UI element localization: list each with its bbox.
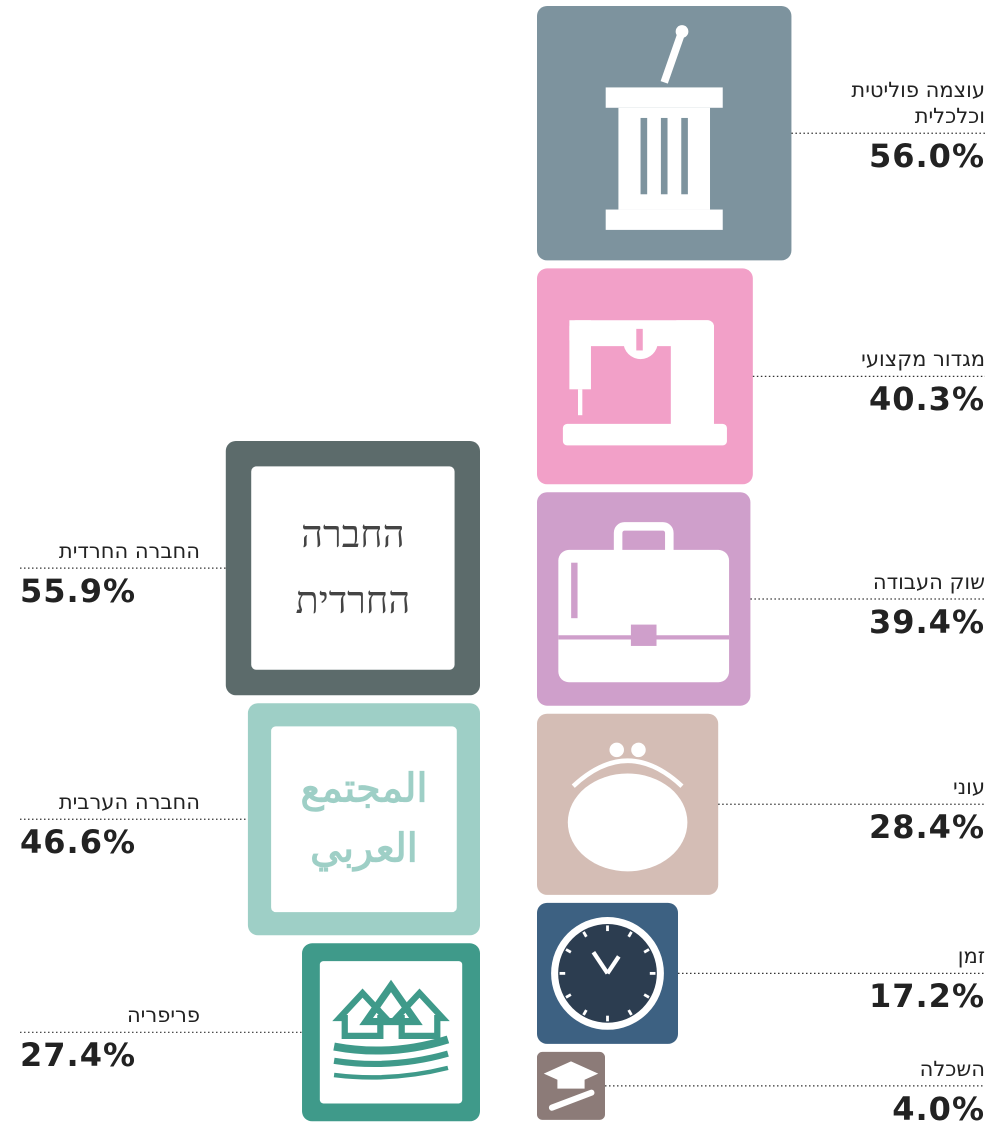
icon-case-strap: [571, 562, 578, 619]
icon-clock-tick: [627, 1009, 633, 1016]
icon-field: [333, 1035, 450, 1055]
icon-text: المجتمع: [300, 765, 427, 812]
category-label: החברה הערבית: [58, 790, 200, 815]
icon-text: החרדית: [295, 578, 410, 622]
value-label: 55.9%: [20, 572, 137, 611]
value-label: 28.4%: [868, 808, 985, 847]
icon-machine-base: [562, 423, 727, 446]
category-label: שוק העבודה: [872, 569, 985, 594]
icon-house: [359, 979, 423, 1026]
icon-case-clasp: [630, 624, 657, 646]
category-label: השכלה: [919, 1056, 985, 1081]
value-label: 4.0%: [892, 1089, 985, 1128]
icon-clock-tick: [565, 948, 572, 954]
value-label: 40.3%: [868, 380, 985, 419]
icon-clock-tick: [582, 1009, 588, 1016]
icon-inner: [271, 726, 457, 913]
icon-mic-head: [675, 25, 689, 38]
icon-clock-tick: [643, 948, 650, 954]
icon-clock-tick: [565, 993, 572, 999]
icon-text: החברה: [301, 512, 405, 556]
value-label: 39.4%: [868, 602, 985, 641]
category-label: החברה החרדית: [58, 539, 200, 564]
value-label: 46.6%: [20, 823, 137, 862]
icon-machine-head: [569, 320, 591, 390]
icon-purse-knob: [609, 742, 624, 758]
category-label: זמן: [957, 944, 985, 969]
icon-clock-tick: [582, 931, 588, 938]
icon-podium-stripe: [660, 117, 668, 195]
icon-podium-base: [605, 209, 723, 230]
icon-mic: [660, 30, 686, 84]
icon-text: العربي: [310, 826, 418, 873]
icon-podium-top: [605, 87, 723, 108]
icon-clock-hand: [605, 955, 621, 975]
category-label: מגדור מקצועי: [861, 347, 985, 372]
icon-field: [333, 1050, 449, 1068]
icon-purse-frame: [571, 758, 684, 788]
icon-field: [333, 1065, 449, 1080]
value-label: 56.0%: [868, 137, 985, 176]
icon-house: [332, 988, 393, 1039]
value-label: 27.4%: [20, 1036, 137, 1075]
icon-clock-tick: [643, 993, 650, 999]
icon-purse-body: [567, 773, 688, 872]
icon-podium-stripe: [681, 117, 688, 195]
category-label: עוני: [953, 775, 985, 800]
icon-podium-stripe: [640, 117, 648, 195]
category-label: עוצמה פוליטית וכלכלית: [851, 78, 985, 129]
icon-purse-knob: [631, 742, 646, 758]
icon-scroll: [548, 1089, 595, 1111]
value-label: 17.2%: [868, 977, 985, 1016]
icon-cap-base: [557, 1077, 585, 1089]
icon-case-body: [558, 549, 730, 683]
icon-machine-col: [670, 320, 714, 433]
category-label: פריפריה: [126, 1003, 200, 1028]
icon-machine-slot: [636, 328, 643, 351]
icon-clock-tick: [627, 931, 633, 938]
icon-inner: [251, 466, 455, 670]
icon-clock-hand: [591, 951, 610, 975]
